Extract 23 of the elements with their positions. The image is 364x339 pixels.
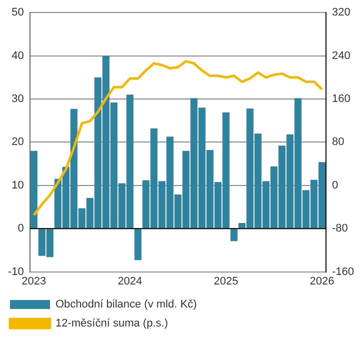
y-tick-label: 20	[12, 136, 24, 148]
y-tick-label: 40	[12, 50, 24, 62]
y2-tick-label: -80	[332, 222, 348, 235]
y-tick-label: -10	[8, 266, 24, 278]
y2-tick-label: 0	[332, 179, 338, 192]
bar	[30, 150, 38, 228]
y2-tick-label: 80	[332, 136, 344, 148]
x-tick-label: 2024	[118, 275, 142, 288]
legend-label: 12-měsíční suma (p.s.)	[56, 318, 168, 330]
y2-tick-label: 240	[332, 50, 350, 62]
y2-tick-label: 320	[332, 6, 350, 19]
y2-tick-label: -160	[332, 266, 354, 278]
y-tick-label: 0	[18, 222, 24, 235]
y-tick-label: 50	[12, 6, 24, 19]
bar	[230, 229, 238, 242]
legend-label: Obchodní bilance (v mld. Kč)	[56, 298, 197, 311]
x-tick-label: 2023	[22, 275, 46, 288]
x-tick-label: 2026	[310, 275, 334, 288]
x-tick-label: 2025	[214, 275, 238, 288]
y-tick-label: 10	[12, 179, 24, 192]
y-tick-label: 30	[12, 93, 24, 106]
y2-tick-label: 160	[332, 93, 350, 106]
bar	[134, 229, 142, 260]
